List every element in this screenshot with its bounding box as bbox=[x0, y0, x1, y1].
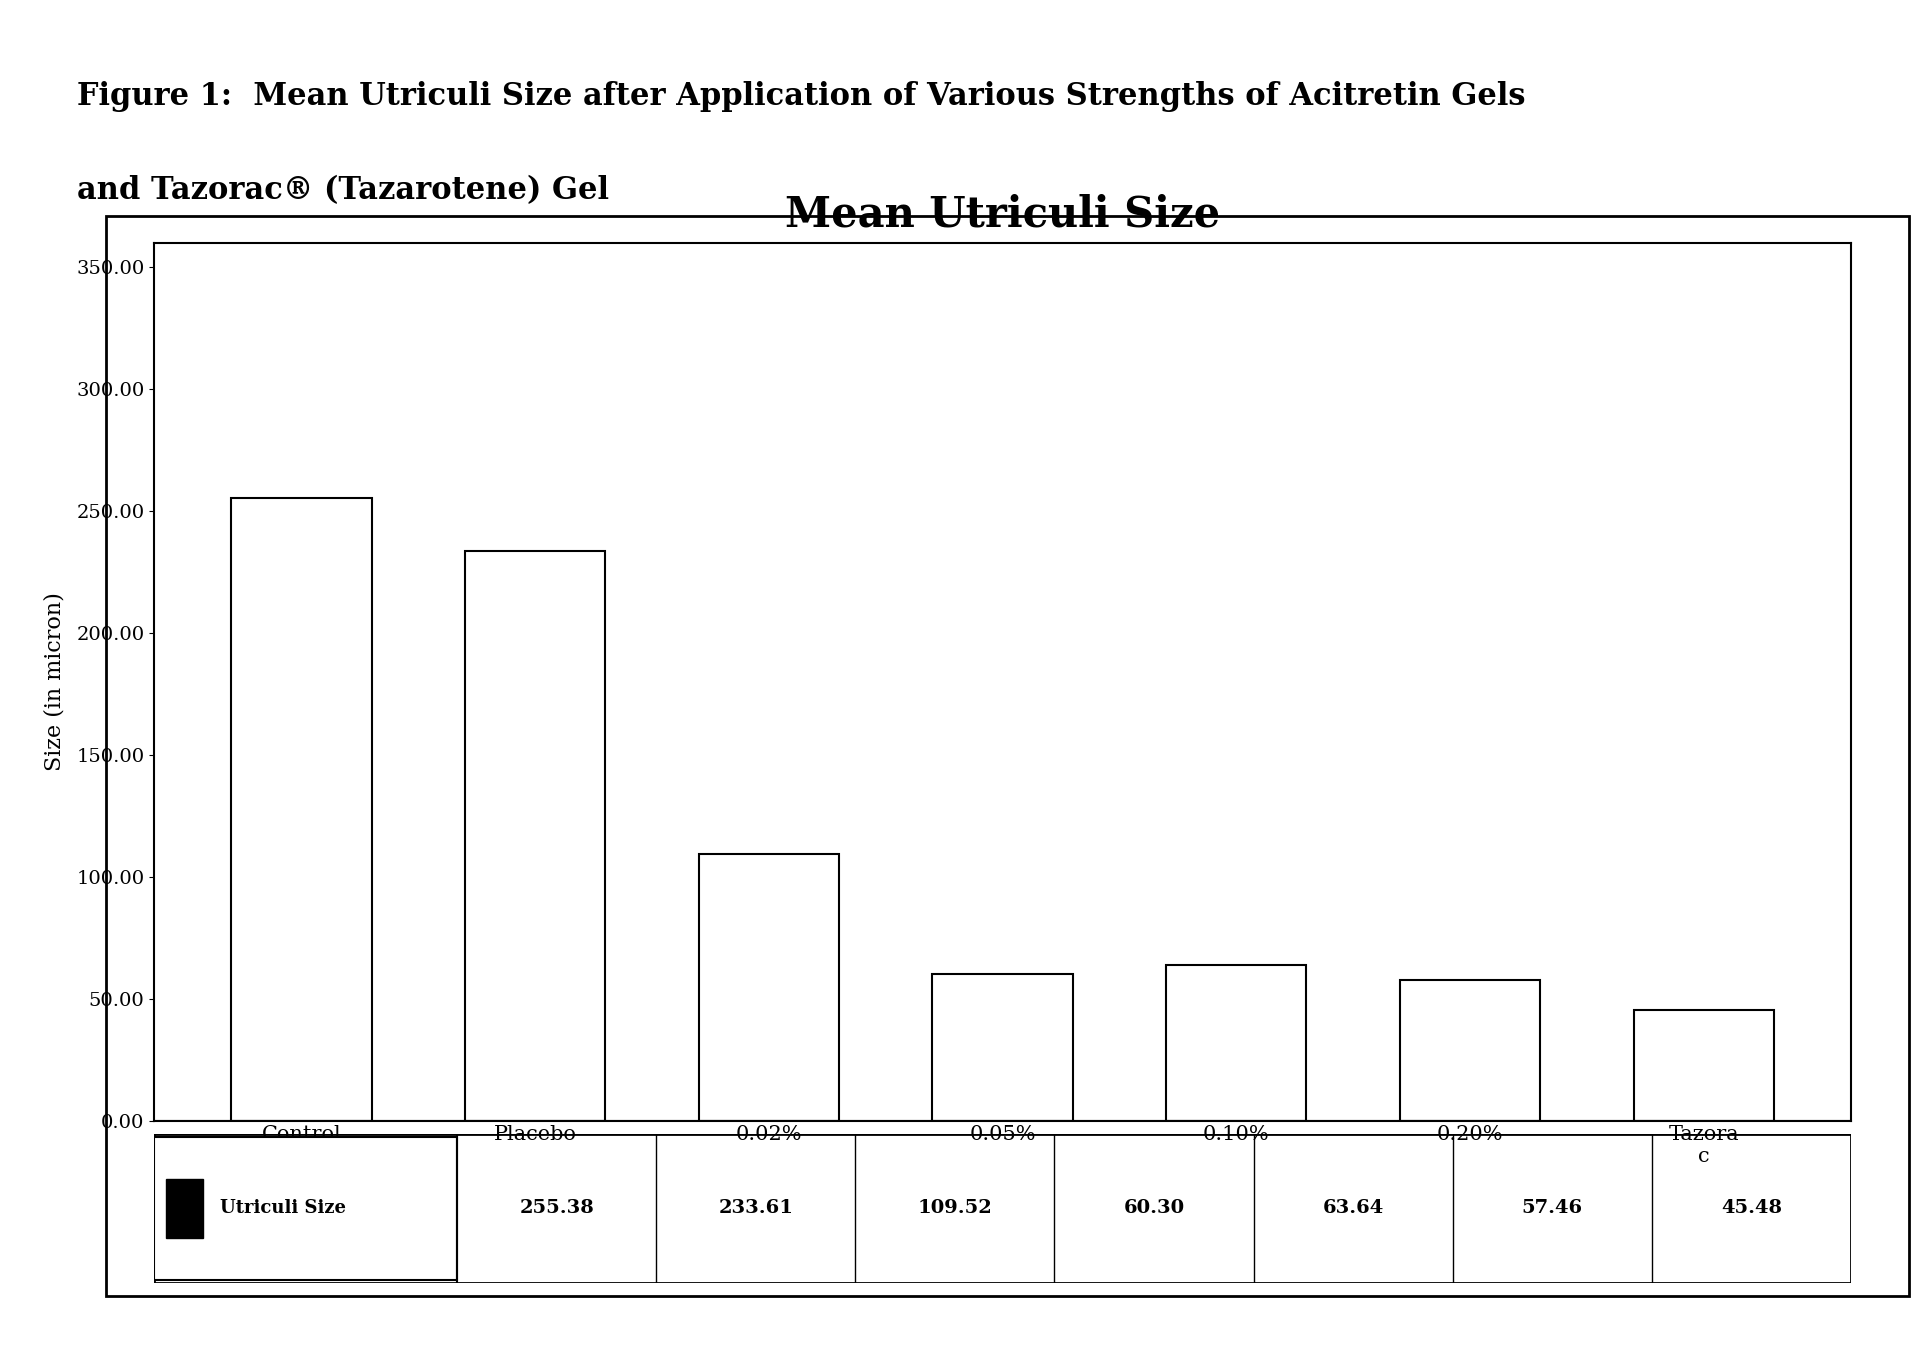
Text: 57.46: 57.46 bbox=[1521, 1199, 1583, 1218]
Text: and Tazorac® (Tazarotene) Gel: and Tazorac® (Tazarotene) Gel bbox=[77, 176, 609, 207]
Bar bbox=[1633, 1010, 1774, 1120]
Bar bbox=[933, 973, 1072, 1120]
Text: Utriculi Size: Utriculi Size bbox=[220, 1199, 345, 1218]
Bar bbox=[465, 551, 605, 1120]
Text: 255.38: 255.38 bbox=[519, 1199, 594, 1218]
Title: Mean Utriculi Size: Mean Utriculi Size bbox=[785, 193, 1220, 235]
Text: 60.30: 60.30 bbox=[1124, 1199, 1184, 1218]
Bar bbox=[231, 498, 372, 1120]
Text: 45.48: 45.48 bbox=[1722, 1199, 1781, 1218]
Text: Figure 1:  Mean Utriculi Size after Application of Various Strengths of Acitreti: Figure 1: Mean Utriculi Size after Appli… bbox=[77, 81, 1525, 112]
Text: 233.61: 233.61 bbox=[719, 1199, 792, 1218]
Bar bbox=[166, 1179, 202, 1238]
Bar bbox=[698, 853, 839, 1120]
Text: 109.52: 109.52 bbox=[918, 1199, 993, 1218]
Text: 63.64: 63.64 bbox=[1323, 1199, 1384, 1218]
Bar bbox=[1400, 980, 1540, 1120]
Bar bbox=[154, 1137, 457, 1280]
Bar bbox=[1166, 965, 1307, 1120]
Y-axis label: Size (in micron): Size (in micron) bbox=[42, 593, 66, 771]
